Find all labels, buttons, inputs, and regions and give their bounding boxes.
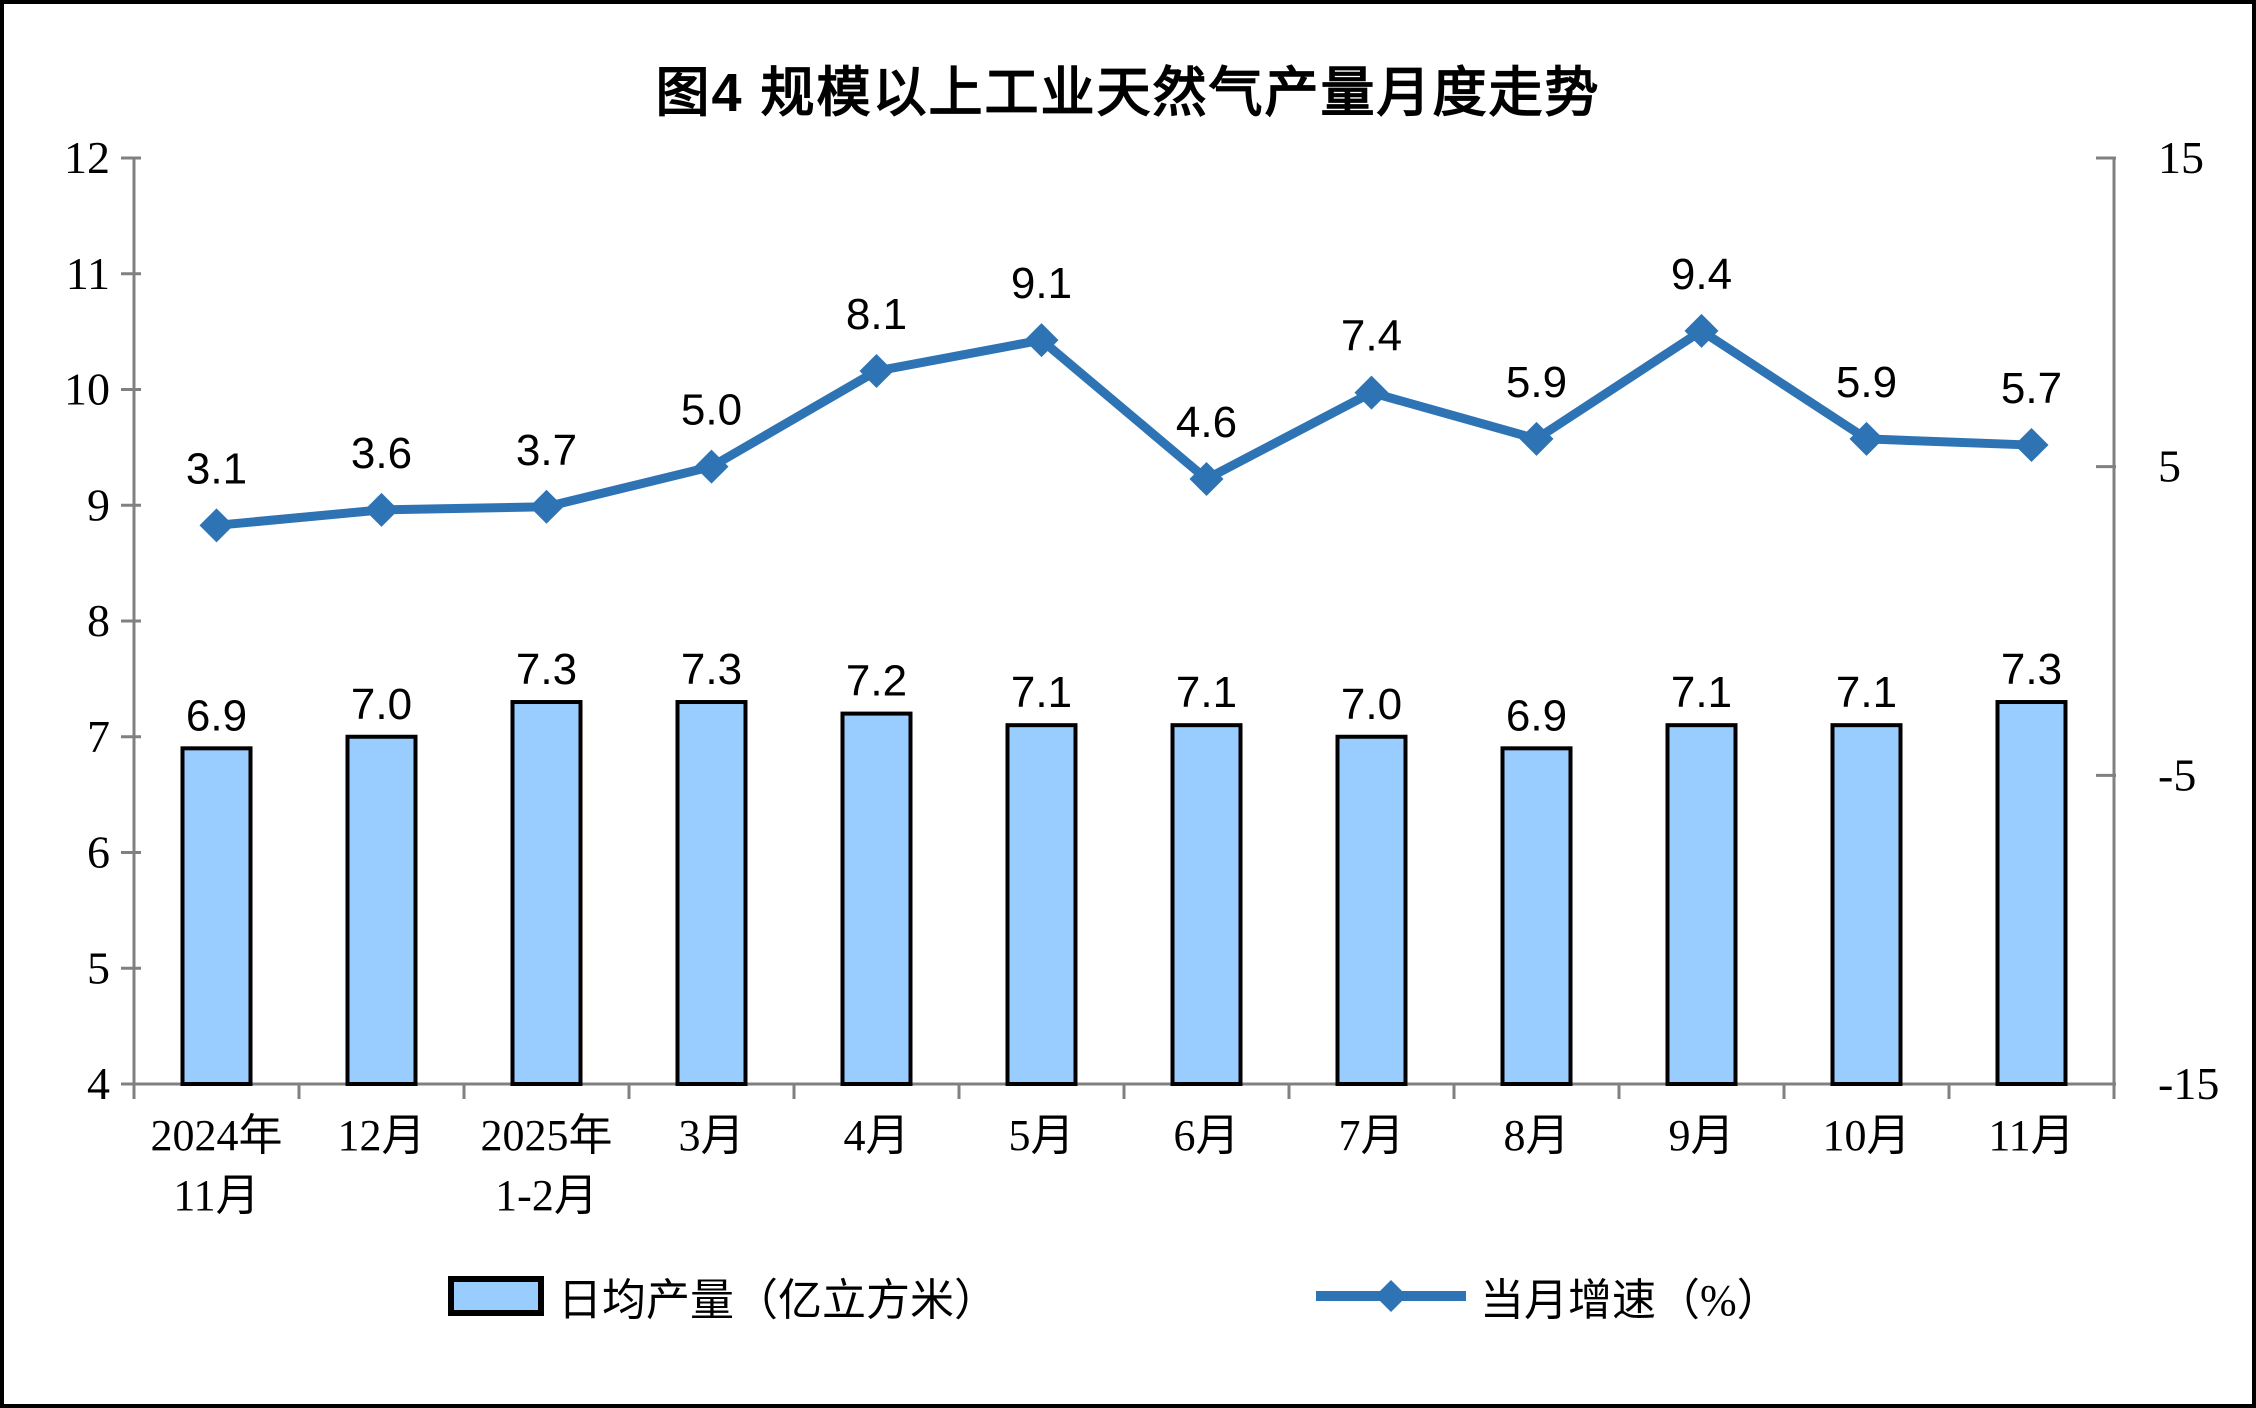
- bar-value-label: 7.0: [1341, 680, 1402, 729]
- left-axis-tick-label: 4: [87, 1058, 110, 1109]
- left-axis-tick-label: 8: [87, 595, 110, 646]
- bar-value-label: 7.3: [516, 645, 577, 694]
- left-axis-tick-label: 5: [87, 942, 110, 993]
- bar-value-label: 7.1: [1671, 668, 1732, 717]
- line-point-marker: [364, 492, 399, 527]
- line-value-label: 8.1: [846, 290, 907, 339]
- plot-area: 4 5 6 7 8 9 10 11 12 -15 -5 5 15 2024年 11月 12月 2025年 1-2月…: [64, 132, 2219, 1220]
- x-category-label: 4月: [844, 1111, 910, 1160]
- bar-value-label: 6.9: [186, 691, 247, 740]
- bar-value-label: 7.3: [681, 645, 742, 694]
- bar: [1005, 723, 1078, 1086]
- bar-series-swatch-icon: [448, 1276, 544, 1316]
- bar: [1665, 723, 1738, 1086]
- line-point-marker: [199, 508, 234, 543]
- bar: [510, 700, 583, 1087]
- line-value-label: 3.7: [516, 426, 577, 475]
- line-point-marker: [1519, 421, 1554, 456]
- line-point-marker: [1024, 323, 1059, 358]
- legend-item-daily-output: 日均产量（亿立方米）: [448, 1266, 998, 1326]
- bar: [180, 746, 253, 1086]
- bar-value-label: 7.0: [351, 680, 412, 729]
- right-axis-tick-label: 5: [2158, 441, 2181, 492]
- bar: [1995, 700, 2068, 1087]
- line-value-label: 9.4: [1671, 250, 1732, 299]
- line-value-label: 5.7: [2001, 364, 2062, 413]
- x-category-label: 2024年 11月: [151, 1111, 283, 1220]
- line-point-marker: [2014, 428, 2049, 463]
- bar: [1170, 723, 1243, 1086]
- line-point-marker: [1849, 421, 1884, 456]
- x-category-label: 3月: [679, 1111, 745, 1160]
- line-point-marker: [529, 489, 564, 524]
- right-axis-tick-label: -15: [2158, 1058, 2219, 1109]
- line-point-marker: [1684, 313, 1719, 348]
- x-category-label: 9月: [1669, 1111, 1735, 1160]
- line-value-label: 5.9: [1506, 358, 1567, 407]
- line-value-label: 3.6: [351, 429, 412, 478]
- left-axis-tick-label: 12: [64, 132, 110, 183]
- bar-value-label: 7.1: [1176, 668, 1237, 717]
- left-axis-tick-label: 11: [66, 248, 110, 299]
- x-category-label: 12月: [338, 1111, 426, 1160]
- x-category-label: 8月: [1504, 1111, 1570, 1160]
- bar: [675, 700, 748, 1087]
- line-value-label: 5.0: [681, 386, 742, 435]
- line-point-marker: [1189, 462, 1224, 497]
- line-point-marker: [694, 449, 729, 484]
- line-value-label: 5.9: [1836, 358, 1897, 407]
- legend: 日均产量（亿立方米） 当月增速（%）: [4, 1266, 2252, 1336]
- legend-item-growth-rate: 当月增速（%）: [1316, 1266, 1781, 1326]
- legend-line-marker: [1375, 1280, 1407, 1312]
- line-value-label: 3.1: [186, 444, 247, 493]
- bar: [1500, 746, 1573, 1086]
- left-axis-tick-label: 10: [64, 364, 110, 415]
- left-axis-tick-label: 7: [87, 711, 110, 762]
- line-value-label: 7.4: [1341, 312, 1402, 361]
- bar: [1830, 723, 1903, 1086]
- x-category-label: 5月: [1009, 1111, 1075, 1160]
- legend-label-growth-rate: 当月增速（%）: [1480, 1276, 1781, 1325]
- bar: [1335, 734, 1408, 1086]
- x-category-label: 6月: [1174, 1111, 1240, 1160]
- right-axis-tick-label: 15: [2158, 132, 2204, 183]
- bar-value-label: 7.2: [846, 657, 907, 706]
- x-category-label: 7月: [1339, 1111, 1405, 1160]
- x-category-label: 11月: [1988, 1111, 2074, 1160]
- bar-value-label: 7.3: [2001, 645, 2062, 694]
- bar-value-label: 6.9: [1506, 691, 1567, 740]
- right-axis-tick-label: -5: [2158, 749, 2196, 800]
- line-value-label: 9.1: [1011, 259, 1072, 308]
- bar-value-label: 7.1: [1836, 668, 1897, 717]
- bar: [840, 711, 913, 1086]
- line-value-label: 4.6: [1176, 398, 1237, 447]
- line-series-swatch-icon: [1316, 1280, 1466, 1312]
- legend-label-daily-output: 日均产量（亿立方米）: [558, 1276, 998, 1325]
- line-point-marker: [859, 353, 894, 388]
- chart-title: 图4 规模以上工业天然气产量月度走势: [655, 63, 1601, 123]
- growth-line: [216, 326, 2032, 530]
- bar-value-label: 7.1: [1011, 668, 1072, 717]
- left-axis-tick-label: 9: [87, 479, 110, 530]
- left-axis-tick-label: 6: [87, 827, 110, 878]
- bar: [345, 734, 418, 1086]
- x-category-label: 10月: [1823, 1111, 1911, 1160]
- line-point-marker: [1354, 375, 1389, 410]
- x-category-label: 2025年 1-2月: [481, 1111, 613, 1220]
